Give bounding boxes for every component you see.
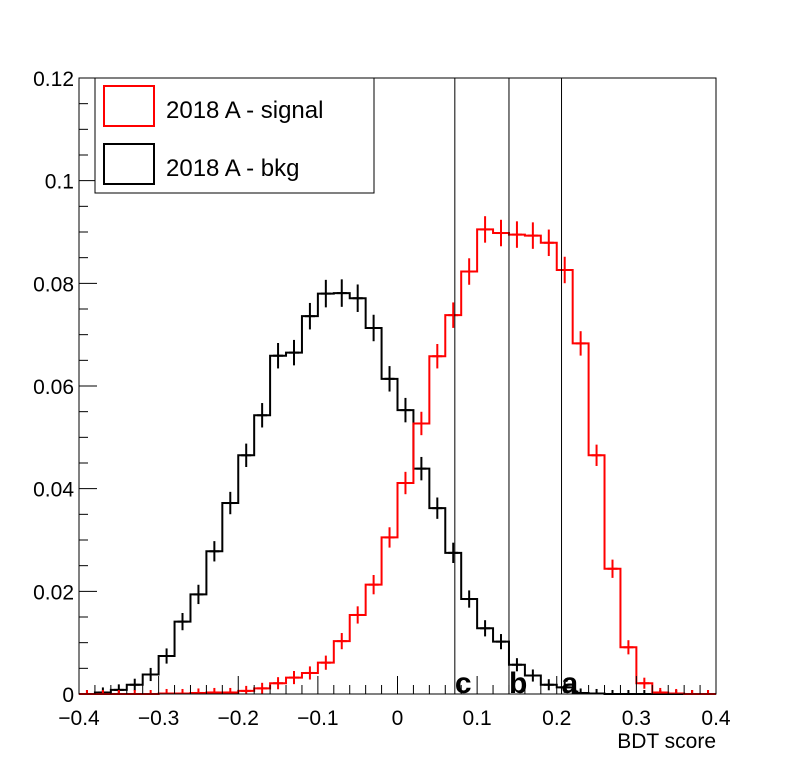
- x-tick-label: −0.1: [297, 707, 338, 730]
- y-tick-label: 0.04: [33, 479, 74, 502]
- bin-marker-2018-a-bkg-28: [527, 669, 538, 682]
- bin-marker-2018-a-bkg-18: [368, 314, 379, 342]
- legend: 2018 A - signal 2018 A - bkg: [94, 77, 375, 194]
- bin-marker-2018-a-signal-5: [161, 688, 172, 695]
- bin-marker-2018-a-bkg-20: [400, 397, 411, 423]
- bin-marker-2018-a-signal-8: [209, 687, 220, 694]
- x-tick-label: 0.1: [463, 707, 492, 730]
- legend-swatch-signal: [103, 85, 155, 127]
- bin-marker-2018-a-bkg-8: [209, 541, 220, 562]
- bin-marker-2018-a-bkg-31: [575, 688, 586, 694]
- bin-marker-2018-a-signal-10: [241, 685, 252, 694]
- bin-marker-2018-a-bkg-13: [288, 339, 299, 366]
- bin-marker-2018-a-bkg-4: [145, 667, 156, 682]
- bin-marker-2018-a-signal-36: [655, 687, 666, 694]
- bin-marker-2018-a-signal-11: [257, 682, 268, 694]
- y-tick-label: 0.02: [33, 581, 74, 604]
- bin-marker-2018-a-bkg-22: [432, 497, 443, 519]
- bin-marker-2018-a-signal-27: [511, 221, 522, 248]
- bin-marker-2018-a-signal-21: [416, 411, 427, 436]
- bin-marker-2018-a-signal-32: [591, 444, 602, 466]
- bin-marker-2018-a-signal-12: [273, 677, 284, 690]
- x-tick-label: 0: [392, 707, 404, 730]
- bin-marker-2018-a-signal-13: [288, 671, 299, 685]
- bin-marker-2018-a-signal-6: [177, 688, 188, 695]
- bin-marker-2018-a-bkg-16: [336, 279, 347, 307]
- bin-marker-2018-a-signal-9: [225, 687, 236, 694]
- bin-marker-2018-a-signal-14: [304, 666, 315, 680]
- bin-marker-2018-a-bkg-29: [543, 679, 554, 691]
- y-tick-label: 0.08: [33, 273, 74, 296]
- bin-marker-2018-a-bkg-17: [352, 284, 363, 312]
- bin-marker-2018-a-bkg-27: [511, 658, 522, 672]
- bin-marker-2018-a-bkg-15: [320, 279, 331, 308]
- bin-marker-2018-a-signal-35: [639, 677, 650, 689]
- bin-marker-2018-a-signal-33: [607, 559, 618, 578]
- x-tick-label: −0.2: [218, 707, 259, 730]
- x-tick-label: −0.3: [138, 707, 179, 730]
- bin-marker-2018-a-signal-20: [400, 471, 411, 495]
- bin-marker-2018-a-bkg-25: [480, 620, 491, 637]
- bin-marker-2018-a-bkg-23: [448, 542, 459, 563]
- bin-marker-2018-a-bkg-26: [496, 634, 507, 650]
- x-tick-label: 0.4: [701, 707, 731, 730]
- bin-marker-2018-a-bkg-7: [193, 584, 204, 605]
- x-tick-label: 0.3: [622, 707, 651, 730]
- bin-marker-2018-a-signal-7: [193, 688, 204, 694]
- bin-marker-2018-a-bkg-10: [241, 443, 252, 467]
- x-axis-label: BDT score: [617, 730, 716, 753]
- bin-marker-2018-a-signal-16: [336, 633, 347, 650]
- cut-label-a: a: [562, 667, 579, 700]
- cut-label-c: c: [455, 667, 472, 700]
- x-tick-label: −0.4: [58, 707, 100, 730]
- x-tick-label: 0.2: [542, 707, 571, 730]
- bin-marker-2018-a-signal-24: [464, 258, 475, 285]
- cut-label-b: b: [509, 667, 527, 700]
- bin-marker-2018-a-signal-26: [496, 219, 507, 247]
- bin-marker-2018-a-signal-25: [480, 216, 491, 243]
- bin-marker-2018-a-bkg-6: [177, 613, 188, 631]
- bin-marker-2018-a-signal-17: [352, 606, 363, 624]
- bin-marker-2018-a-signal-18: [368, 575, 379, 595]
- bin-marker-2018-a-signal-15: [320, 655, 331, 670]
- bin-marker-2018-a-bkg-24: [464, 590, 475, 608]
- bin-marker-2018-a-signal-22: [432, 344, 443, 369]
- legend-label-bkg: 2018 A - bkg: [166, 155, 299, 182]
- bin-marker-2018-a-bkg-32: [591, 688, 602, 695]
- bin-marker-2018-a-bkg-14: [304, 302, 315, 330]
- bin-marker-2018-a-signal-19: [384, 527, 395, 548]
- legend-swatch-bkg: [103, 143, 155, 185]
- y-tick-label: 0.1: [45, 171, 74, 194]
- bin-marker-2018-a-bkg-19: [384, 366, 395, 392]
- bin-marker-2018-a-signal-28: [527, 222, 538, 249]
- y-tick-label: 0.06: [33, 376, 74, 399]
- y-tick-label: 0.12: [33, 68, 74, 91]
- y-tick-label: 0: [62, 684, 74, 707]
- axes-layer: −0.4 −0.3 −0.2 −0.1 0 0.1 0.2 0.3 0.4 0 0.02 0.04 0.…: [33, 68, 731, 730]
- bin-marker-2018-a-signal-23: [448, 302, 459, 328]
- bin-marker-2018-a-signal-31: [575, 331, 586, 356]
- bin-marker-2018-a-bkg-12: [273, 342, 284, 369]
- bin-marker-2018-a-signal-37: [671, 688, 682, 695]
- bin-marker-2018-a-bkg-5: [161, 648, 172, 664]
- bin-marker-2018-a-signal-34: [623, 640, 634, 655]
- bin-marker-2018-a-bkg-3: [129, 678, 140, 691]
- bin-marker-2018-a-bkg-11: [257, 403, 268, 428]
- bin-marker-2018-a-signal-29: [543, 229, 554, 257]
- legend-label-signal: 2018 A - signal: [166, 97, 323, 124]
- legend-box: [94, 77, 375, 194]
- bin-marker-2018-a-bkg-21: [416, 456, 427, 481]
- bin-marker-2018-a-bkg-9: [225, 491, 236, 515]
